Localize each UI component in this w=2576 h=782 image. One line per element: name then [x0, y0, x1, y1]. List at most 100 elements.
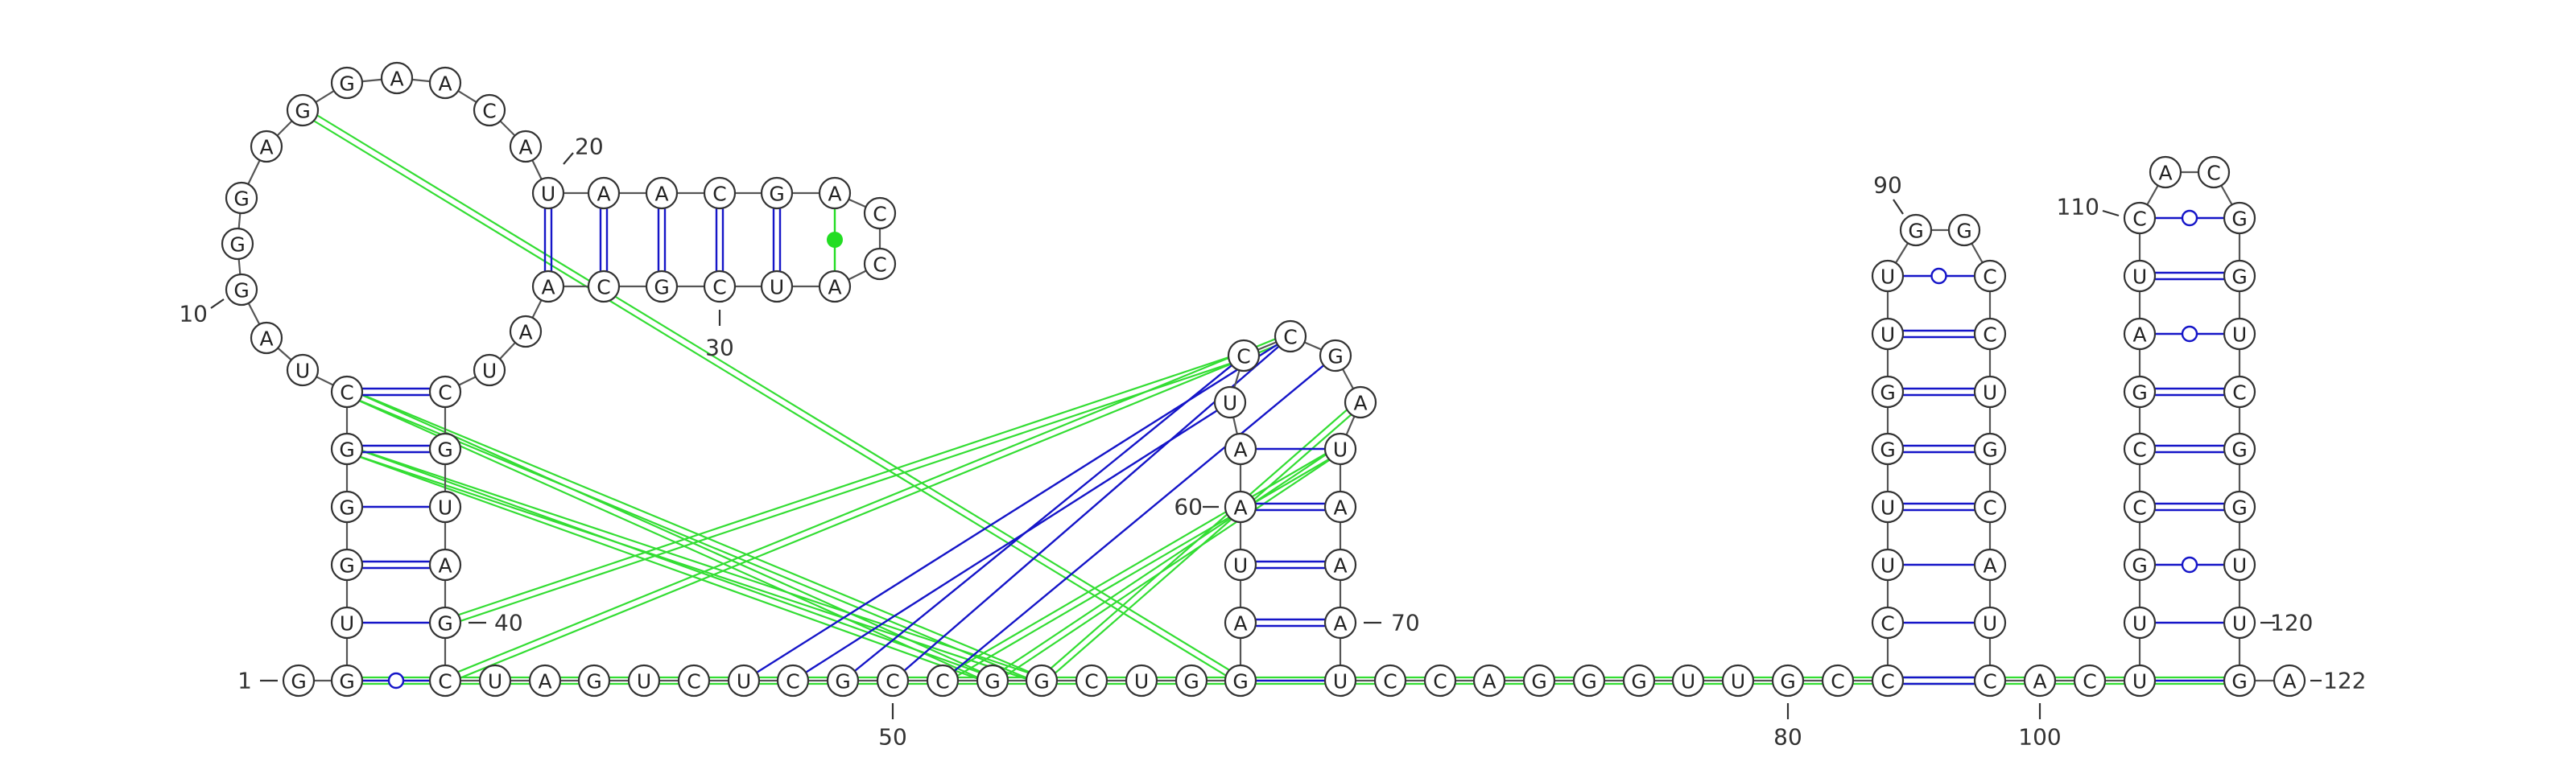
- nucleotide-letter: A: [1333, 612, 1347, 636]
- nucleotide-circle: [250, 130, 283, 163]
- nucleotide-circle: [2123, 548, 2157, 582]
- tertiary-interaction: [345, 451, 993, 685]
- nucleotide-letter: C: [935, 670, 949, 694]
- nucleotide-circle: [1671, 664, 1705, 698]
- nucleotide-circle: [286, 93, 320, 127]
- tertiary-interaction: [444, 332, 1290, 679]
- nucleotide-circle: [2149, 155, 2182, 189]
- nucleotide: G: [760, 176, 794, 210]
- nucleotide-circle: [587, 270, 621, 303]
- position-label: 50: [878, 724, 907, 751]
- tertiary-interaction: [1042, 404, 1364, 684]
- nucleotide: A: [528, 664, 562, 698]
- nucleotide-letter: C: [2207, 162, 2220, 185]
- nucleotide-letter: G: [339, 496, 354, 520]
- nucleotide-circle: [428, 606, 462, 640]
- nucleotide-letter: A: [541, 276, 555, 299]
- nucleotide: C: [703, 270, 737, 303]
- nucleotide-circle: [1025, 664, 1059, 698]
- nucleotide-letter: U: [2232, 612, 2247, 636]
- tertiary-interaction: [1038, 399, 1360, 679]
- nucleotide-circle: [2273, 664, 2306, 698]
- nucleotide-letter: A: [654, 183, 668, 206]
- nucleotide-circle: [627, 664, 661, 698]
- nucleotide-letter: C: [1983, 265, 1996, 289]
- nucleotide-circle: [509, 315, 543, 348]
- nucleotide-circle: [1973, 548, 2007, 582]
- nucleotide-circle: [1472, 664, 1506, 698]
- nucleotide-letter: U: [637, 670, 651, 694]
- nucleotide-circle: [428, 66, 462, 100]
- nucleotide-letter: U: [1880, 323, 1895, 347]
- nucleotide: A: [250, 130, 283, 163]
- nucleotide-circle: [2073, 664, 2107, 698]
- nucleotide: U: [1871, 259, 1905, 293]
- nucleotide-letter: G: [437, 438, 452, 462]
- nucleotide-letter: G: [233, 187, 249, 211]
- gu-wobble-marker: [2181, 325, 2198, 343]
- nucleotide-circle: [531, 176, 565, 210]
- nucleotide-circle: [2123, 317, 2157, 351]
- nucleotide: A: [1323, 490, 1357, 524]
- nucleotide-circle: [1224, 432, 1257, 466]
- nucleotide: C: [428, 664, 462, 698]
- nucleotide-circle: [221, 227, 254, 261]
- nucleotide: U: [1125, 664, 1158, 698]
- nucleotide-letter: A: [518, 321, 532, 344]
- nucleotide-letter: A: [259, 327, 273, 351]
- nucleotide-letter: G: [769, 183, 784, 206]
- nucleotide-circle: [1213, 385, 1247, 419]
- nucleotide: A: [1973, 548, 2007, 582]
- tertiary-interaction: [445, 357, 1245, 627]
- nucleotide-circle: [1224, 664, 1257, 698]
- nucleotide: U: [2123, 259, 2157, 293]
- nucleotide: C: [1075, 664, 1108, 698]
- nucleotide-letter: C: [340, 381, 353, 405]
- nucleotide-letter: G: [1880, 381, 1895, 405]
- tertiary-interaction: [303, 106, 1243, 679]
- nucleotide-letter: G: [2231, 265, 2247, 289]
- nucleotide-circle: [2123, 375, 2157, 409]
- nucleotide-circle: [286, 353, 320, 387]
- tertiary-interaction: [940, 445, 1340, 679]
- nucleotide-letter: G: [339, 554, 354, 578]
- nucleotide: A: [818, 270, 852, 303]
- nucleotide-letter: C: [1983, 496, 1996, 520]
- nucleotide: A: [2273, 664, 2306, 698]
- nucleotide-letter: G: [2231, 670, 2247, 694]
- nucleotide: U: [727, 664, 761, 698]
- nucleotide-letter: U: [1233, 554, 1248, 578]
- nucleotide-letter: C: [482, 100, 496, 123]
- nucleotide: C: [876, 664, 910, 698]
- long-range-pair: [743, 335, 1291, 682]
- position-tick: [2102, 209, 2120, 217]
- nucleotide-letter: U: [1134, 670, 1149, 694]
- nucleotide-letter: C: [1433, 670, 1447, 694]
- nucleotide-circle: [1871, 432, 1905, 466]
- nucleotide: G: [1224, 664, 1257, 698]
- nucleotide-circle: [2223, 201, 2256, 235]
- nucleotide: A: [818, 176, 852, 210]
- nucleotide-circle: [863, 247, 897, 281]
- nucleotide: C: [2123, 201, 2157, 235]
- nucleotide: U: [478, 664, 512, 698]
- nucleotide-letter: G: [1531, 670, 1546, 694]
- nucleotide-circle: [428, 664, 462, 698]
- nucleotide-letter: G: [291, 670, 306, 694]
- tertiary-interaction: [300, 112, 1240, 685]
- nucleotide-letter: U: [1880, 554, 1895, 578]
- nucleotide-letter: U: [770, 276, 784, 299]
- nucleotide-circle: [818, 270, 852, 303]
- nucleotide-letter: G: [339, 72, 354, 96]
- nucleotide: C: [1973, 259, 2007, 293]
- nucleotide: U: [286, 353, 320, 387]
- nucleotide: U: [531, 176, 565, 210]
- nucleotide-letter: C: [597, 276, 610, 299]
- nucleotide: U: [1973, 606, 2007, 640]
- nucleotide-circle: [478, 664, 512, 698]
- gu-pair-dot: [827, 232, 843, 248]
- nucleotide-circle: [577, 664, 611, 698]
- nucleotide-circle: [428, 375, 462, 409]
- nucleotide-letter: C: [873, 203, 886, 226]
